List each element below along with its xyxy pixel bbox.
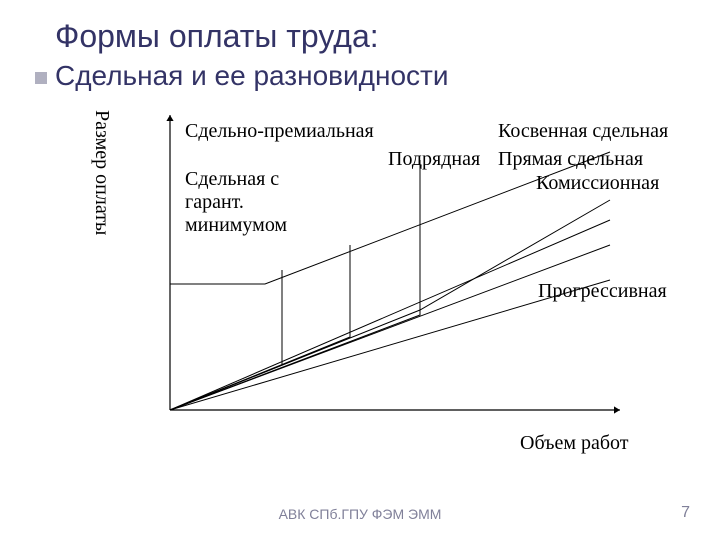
label-kosven: Косвенная сдельная (498, 120, 668, 143)
page-number: 7 (681, 504, 690, 522)
label-progressiv: Прогрессивная (538, 280, 667, 303)
label-komission: Комиссионная (536, 172, 659, 195)
chart-svg (0, 0, 720, 540)
label-pryamaya: Прямая сдельная (498, 148, 643, 171)
label-podryad: Подрядная (388, 148, 480, 171)
label-sdelno-prem: Сдельно-премиальная (185, 120, 374, 143)
x-axis-label: Объем работ (520, 432, 629, 455)
label-sdel-garant: Сдельная с гарант. минимумом (185, 168, 287, 237)
footer-text: АВК СПб.ГПУ ФЭМ ЭММ (0, 506, 720, 522)
